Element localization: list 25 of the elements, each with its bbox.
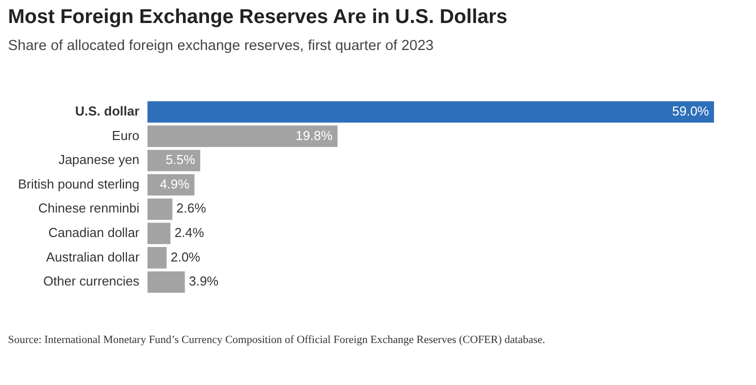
data-label: 2.4% — [174, 225, 205, 240]
data-label: 2.0% — [170, 249, 201, 264]
y-tick-label: Other currencies — [43, 274, 140, 289]
chart-title: Most Foreign Exchange Reserves Are in U.S. Dollars — [8, 6, 508, 29]
y-tick-label: Euro — [112, 128, 140, 143]
bar — [147, 126, 338, 147]
y-tick-label: Canadian dollar — [48, 225, 140, 240]
data-label: 2.6% — [176, 200, 206, 216]
data-label: 19.8% — [296, 128, 333, 143]
y-tick-label: Japanese yen — [58, 152, 140, 168]
bar — [147, 271, 185, 293]
y-tick-label: U.S. dollar — [75, 104, 140, 119]
chart-subtitle: Share of allocated foreign exchange reserves, first quarter of 2023 — [8, 38, 434, 54]
data-label: 59.0% — [672, 104, 710, 119]
bar — [147, 222, 170, 244]
source-note: Source: International Monetary Fund’s Currency Composition of Official Foreign Exchange Reserves (COFER) database. — [8, 334, 546, 346]
y-tick-label: Australian dollar — [46, 249, 140, 264]
bar — [147, 101, 714, 123]
data-label: 3.9% — [188, 274, 219, 289]
bar — [147, 247, 167, 268]
data-label: 5.5% — [166, 152, 196, 168]
y-tick-label: British pound sterling — [18, 176, 140, 192]
bar — [147, 198, 172, 220]
y-tick-label: Chinese renminbi — [38, 200, 140, 216]
data-label: 4.9% — [160, 176, 190, 192]
